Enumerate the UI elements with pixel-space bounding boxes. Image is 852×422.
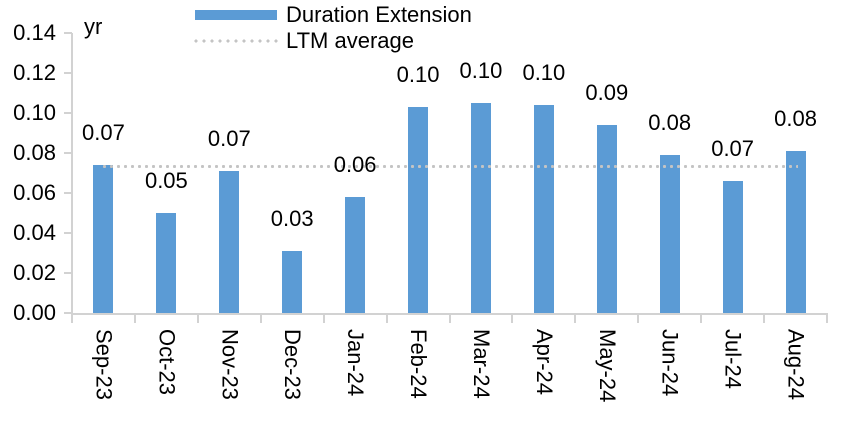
y-axis-tick-label: 0.10 [13,100,56,125]
x-axis-label: Mar-24 [468,329,494,399]
bar-data-label: 0.09 [585,80,629,105]
y-axis-tick [64,272,72,274]
x-axis-label: Aug-24 [783,329,809,400]
bar-Nov-23 [219,171,240,313]
bar-Aug-24 [785,151,806,313]
x-axis-label: Jul-24 [720,329,746,389]
y-axis-tick-label: 0.12 [13,60,56,85]
bar-May-24 [596,125,617,313]
x-axis-tick [700,313,703,323]
x-axis-tick [448,313,451,323]
legend-item-ltm-average: LTM average [192,28,472,54]
x-axis-tick [71,313,73,323]
legend-item-duration-extension: Duration Extension [195,2,472,28]
x-axis-label: Nov-23 [217,329,243,400]
bar-Mar-24 [470,103,491,313]
x-axis-label: May-24 [594,329,620,403]
bar-data-label: 0.05 [144,168,188,193]
y-axis-tick [64,312,72,314]
bar-Jul-24 [722,181,743,313]
x-axis-label: Jun-24 [657,329,683,397]
y-axis-tick-label: 0.04 [13,220,56,245]
y-axis-tick [64,152,72,154]
bar-series-swatch-icon [195,10,277,20]
y-axis-tick-label: 0.06 [13,180,56,205]
x-axis-tick [826,313,828,323]
y-axis-unit-label: yr [84,14,103,39]
bar-data-label: 0.08 [648,110,692,135]
x-axis-label: Oct-23 [154,329,180,396]
bar-Oct-23 [156,213,177,313]
y-axis-tick [64,72,72,74]
bar-data-label: 0.10 [522,60,566,85]
x-axis-tick [385,313,388,323]
bar-data-label: 0.07 [207,126,251,151]
x-axis-tick [322,313,325,323]
bar-data-label: 0.06 [333,152,377,177]
x-axis-tick [196,313,199,323]
bar-data-label: 0.10 [459,58,503,83]
bar-Dec-23 [282,251,303,313]
legend-label-duration-extension: Duration Extension [286,2,472,27]
dotted-line-swatch-icon [192,39,280,43]
legend-label-ltm-average: LTM average [286,28,414,53]
y-axis-tick [64,232,72,234]
x-axis-tick [133,313,136,323]
bar-data-label: 0.10 [396,62,440,87]
x-axis-tick [763,313,766,323]
bar-data-label: 0.03 [270,206,314,231]
y-axis-tick-label: 0.14 [13,20,56,45]
bar-data-label: 0.07 [711,136,755,161]
ltm-average-line [101,164,798,168]
y-axis-tick [64,192,72,194]
bar-data-label: 0.08 [774,106,817,131]
x-axis-label: Apr-24 [531,329,557,396]
legend: Duration Extension LTM average [192,2,472,54]
x-axis-label: Sep-23 [91,329,117,400]
x-axis-tick [511,313,514,323]
y-axis-tick [64,112,72,114]
x-axis-tick [637,313,640,323]
bar-Apr-24 [533,105,554,313]
x-axis-label: Jan-24 [343,329,369,397]
bar-Sep-23 [93,165,114,313]
bar-Jun-24 [659,155,680,313]
x-axis-label: Feb-24 [406,329,432,399]
x-axis-tick [259,313,262,323]
y-axis-tick-label: 0.02 [13,260,56,285]
y-axis-tick-label: 0.00 [13,300,56,325]
y-axis-tick [64,32,72,34]
bar-data-label: 0.07 [82,120,125,145]
x-axis-tick [574,313,577,323]
y-axis-line [71,33,73,315]
bar-Jan-24 [345,197,366,313]
y-axis-tick-label: 0.08 [13,140,56,165]
x-axis-label: Dec-23 [280,329,306,400]
bar-Feb-24 [408,107,429,313]
